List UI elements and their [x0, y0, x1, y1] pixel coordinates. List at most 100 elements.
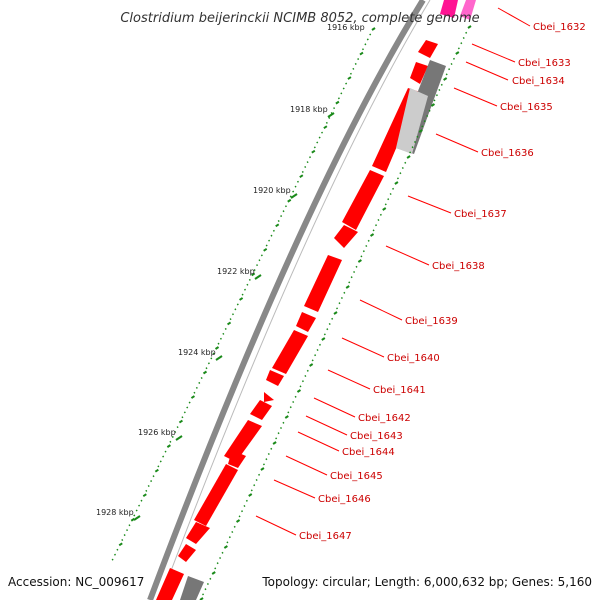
outer-scale-tick-63 — [219, 337, 222, 340]
inner-scale-tick-5 — [455, 51, 460, 55]
inner-scale-tick-59 — [323, 333, 326, 336]
outer-scale-tick-66 — [212, 352, 215, 355]
kbp-ticks: 1918 kbp 1920 kbp 1922 kbp 1924 kbp 1926 kbp… — [96, 105, 335, 521]
outer-scale-tick-71 — [200, 377, 203, 380]
outer-scale-tick-28 — [304, 165, 307, 169]
inner-scale-tick-86 — [258, 473, 261, 476]
gene-label-Cbei_1646[interactable]: Cbei_1646 — [318, 494, 371, 505]
outer-scale-tick-36 — [284, 205, 287, 208]
outer-scale-tick-59 — [229, 318, 232, 321]
inner-scale-tick-14 — [433, 99, 436, 102]
outer-scale-tick-41 — [272, 229, 275, 232]
outer-scale-tick-10 — [347, 76, 352, 80]
gene-feature-1648[interactable] — [178, 544, 196, 562]
inner-scale-tick-70 — [296, 389, 302, 393]
inner-scale-tick-101 — [221, 551, 224, 554]
gene-label-Cbei_1641[interactable]: Cbei_1641 — [373, 385, 426, 396]
inner-scale-tick-53 — [338, 302, 341, 305]
gene-feature-1645[interactable] — [228, 450, 246, 468]
inner-scale-tick-40 — [369, 233, 375, 237]
outer-scale-tick-107 — [113, 553, 117, 556]
gene-label-Cbei_1632[interactable]: Cbei_1632 — [533, 22, 586, 33]
gene-label-Cbei_1636[interactable]: Cbei_1636 — [481, 148, 534, 159]
inner-scale-tick-33 — [387, 198, 390, 201]
outer-scale-tick-98 — [135, 509, 138, 512]
inner-scale-tick-12 — [438, 88, 441, 92]
inner-scale-tick-19 — [421, 125, 424, 128]
gene-label-Cbei_1645[interactable]: Cbei_1645 — [330, 471, 383, 482]
inner-scale-tick-20 — [418, 129, 423, 133]
gene-feature-1647[interactable] — [186, 522, 210, 544]
gene-feature-1637[interactable] — [334, 225, 358, 248]
inner-scale-tick-107 — [206, 582, 209, 586]
gene-feature-1639[interactable] — [296, 312, 316, 332]
gene-label-Cbei_1638[interactable]: Cbei_1638 — [432, 261, 485, 272]
outer-scale-tick-105 — [118, 542, 123, 547]
outer-scale-tick-69 — [205, 367, 208, 370]
gene-feature-1643[interactable] — [250, 400, 272, 420]
gene-feature-1633[interactable] — [418, 40, 438, 58]
inner-scale-tick-3 — [460, 42, 463, 45]
grey-feature-b — [396, 88, 428, 154]
gene-label-Cbei_1642[interactable]: Cbei_1642 — [358, 413, 411, 424]
inner-scale-tick-93 — [241, 510, 244, 513]
outer-scale-tick-55 — [239, 297, 244, 301]
gene-features — [156, 0, 476, 600]
inner-scale-tick-49 — [348, 281, 351, 284]
gene-feature-1636[interactable] — [342, 170, 384, 230]
gene-label-Cbei_1639[interactable]: Cbei_1639 — [405, 316, 458, 327]
outer-scale-tick-12 — [342, 87, 345, 90]
outer-scale-tick-9 — [349, 72, 352, 75]
gene-leader-Cbei_1639 — [359, 299, 403, 321]
inner-scale-tick-105 — [211, 571, 216, 575]
outer-scale-tick-13 — [340, 92, 343, 95]
outer-scale-tick-6 — [357, 58, 360, 61]
tick-label-1: 1920 kbp — [253, 186, 291, 195]
gene-feature-1634[interactable] — [410, 62, 428, 84]
gene-feature-1640[interactable] — [272, 330, 308, 374]
outer-scale-tick-106 — [116, 548, 119, 551]
gene-label-Cbei_1640[interactable]: Cbei_1640 — [387, 353, 440, 364]
outer-scale-tick-8 — [352, 67, 355, 70]
outer-scale-tick-103 — [123, 534, 126, 537]
inner-scale-tick-17 — [426, 114, 429, 118]
inner-scale-tick-37 — [377, 218, 380, 222]
outer-scale-tick-54 — [241, 293, 244, 296]
inner-scale-tick-18 — [423, 120, 426, 123]
inner-scale-tick-27 — [401, 166, 404, 170]
outer-scale-tick-102 — [126, 529, 129, 532]
inner-scale-tick-21 — [416, 135, 419, 138]
inner-scale-tick-108 — [204, 588, 207, 591]
gene-leader-Cbei_1632 — [497, 7, 531, 27]
inner-scale-tick-74 — [287, 411, 290, 414]
gene-feature-1642[interactable] — [264, 392, 274, 402]
inner-scale-tick-81 — [270, 447, 273, 450]
outer-scale-tick-52 — [246, 283, 249, 286]
gene-label-Cbei_1634[interactable]: Cbei_1634 — [512, 76, 565, 87]
inner-scale-tick-45 — [357, 259, 362, 263]
outer-scale-tick-68 — [207, 362, 210, 365]
gene-label-Cbei_1637[interactable]: Cbei_1637 — [454, 209, 507, 220]
tick-label-0: 1918 kbp — [290, 105, 328, 114]
gene-feature-1638[interactable] — [304, 255, 342, 312]
gene-label-Cbei_1643[interactable]: Cbei_1643 — [350, 431, 403, 442]
gene-leader-Cbei_1633 — [471, 43, 516, 63]
inner-scale-tick-35 — [382, 207, 387, 211]
gene-label-Cbei_1635[interactable]: Cbei_1635 — [500, 102, 553, 113]
gene-feature-1641[interactable] — [266, 370, 284, 386]
outer-scale-tick-93 — [147, 484, 150, 488]
inner-scale-tick-104 — [214, 567, 217, 570]
gene-label-Cbei_1633[interactable]: Cbei_1633 — [518, 58, 571, 69]
gene-leader-Cbei_1642 — [313, 397, 356, 418]
inner-scale-tick-97 — [231, 530, 234, 534]
gene-label-Cbei_1644[interactable]: Cbei_1644 — [342, 447, 395, 458]
outer-scale-tick-39 — [277, 219, 280, 223]
outer-scale-tick-47 — [258, 259, 261, 262]
gene-label-Cbei_1647[interactable]: Cbei_1647 — [299, 531, 352, 542]
inner-scale-tick-64 — [311, 359, 314, 362]
outer-scale-tick-53 — [243, 288, 247, 291]
gene-feature-1646[interactable] — [194, 464, 238, 526]
gene-feature-1632[interactable] — [440, 0, 458, 18]
gene-feature-1649[interactable] — [156, 568, 184, 600]
